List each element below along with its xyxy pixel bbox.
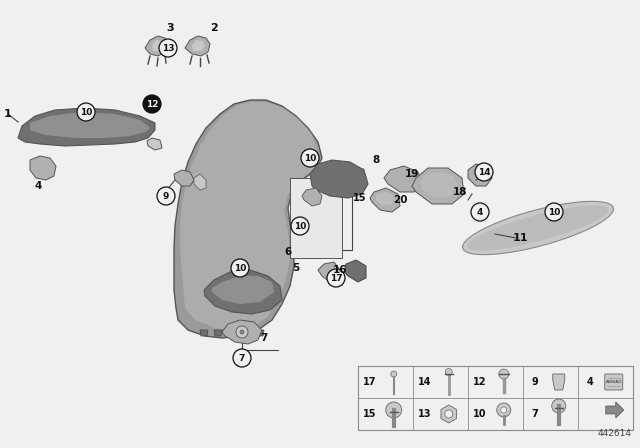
Text: 1: 1 — [4, 109, 12, 119]
Circle shape — [159, 39, 177, 57]
Text: 9: 9 — [532, 377, 538, 387]
Circle shape — [445, 410, 452, 418]
Text: 13: 13 — [419, 409, 432, 419]
Polygon shape — [242, 330, 250, 336]
Polygon shape — [370, 188, 400, 212]
Polygon shape — [174, 100, 322, 338]
Text: 5: 5 — [292, 263, 300, 273]
Polygon shape — [605, 402, 624, 418]
Text: 4: 4 — [477, 207, 483, 216]
Circle shape — [386, 402, 402, 418]
Circle shape — [499, 369, 509, 379]
Circle shape — [445, 369, 452, 375]
Circle shape — [301, 149, 319, 167]
Polygon shape — [228, 330, 236, 336]
Polygon shape — [420, 172, 458, 198]
Text: 10: 10 — [304, 154, 316, 163]
Bar — [290, 178, 342, 258]
Circle shape — [552, 399, 566, 413]
Circle shape — [77, 103, 95, 121]
Text: 14: 14 — [419, 377, 432, 387]
Polygon shape — [194, 174, 206, 190]
Bar — [358, 366, 633, 430]
Text: 442614: 442614 — [598, 429, 632, 438]
Text: 7: 7 — [260, 333, 268, 343]
Text: 11: 11 — [512, 233, 528, 243]
Circle shape — [545, 203, 563, 221]
Polygon shape — [212, 276, 274, 304]
Polygon shape — [147, 138, 162, 150]
Text: 14: 14 — [477, 168, 490, 177]
Polygon shape — [200, 330, 208, 336]
Polygon shape — [344, 260, 366, 282]
Polygon shape — [152, 40, 164, 51]
Text: 4: 4 — [587, 377, 593, 387]
Text: 7: 7 — [239, 353, 245, 362]
Circle shape — [327, 269, 345, 287]
Polygon shape — [222, 320, 262, 344]
Circle shape — [236, 326, 248, 338]
Text: 13: 13 — [162, 43, 174, 52]
Text: 15: 15 — [364, 409, 377, 419]
Polygon shape — [441, 405, 456, 423]
Polygon shape — [463, 201, 613, 254]
Polygon shape — [174, 170, 194, 186]
Text: 3: 3 — [166, 23, 174, 33]
Text: 20: 20 — [393, 195, 407, 205]
Text: AIRBAG: AIRBAG — [605, 380, 622, 384]
Circle shape — [240, 330, 244, 334]
Polygon shape — [467, 205, 609, 251]
Polygon shape — [468, 164, 492, 186]
Polygon shape — [412, 168, 464, 204]
Circle shape — [500, 407, 507, 413]
Polygon shape — [256, 330, 264, 336]
Text: 4: 4 — [35, 181, 42, 191]
Polygon shape — [145, 36, 168, 56]
Text: 9: 9 — [163, 191, 169, 201]
Circle shape — [233, 349, 251, 367]
Text: 10: 10 — [234, 263, 246, 272]
Circle shape — [471, 203, 489, 221]
Text: 12: 12 — [146, 99, 158, 108]
Text: 12: 12 — [474, 377, 487, 387]
Circle shape — [231, 259, 249, 277]
FancyBboxPatch shape — [605, 374, 623, 390]
Text: 10: 10 — [294, 221, 306, 231]
Polygon shape — [18, 108, 155, 146]
Text: 17: 17 — [364, 377, 377, 387]
Text: 10: 10 — [80, 108, 92, 116]
Polygon shape — [204, 270, 282, 314]
Polygon shape — [553, 374, 564, 390]
Polygon shape — [180, 102, 318, 330]
Text: 7: 7 — [532, 409, 538, 419]
Circle shape — [291, 217, 309, 235]
Polygon shape — [192, 40, 205, 51]
Text: 19: 19 — [405, 169, 419, 179]
Polygon shape — [384, 166, 422, 192]
Text: 6: 6 — [284, 247, 292, 257]
Text: 15: 15 — [353, 193, 367, 203]
Text: 2: 2 — [210, 23, 218, 33]
Text: 10: 10 — [474, 409, 487, 419]
Polygon shape — [310, 160, 368, 198]
Circle shape — [143, 95, 161, 113]
Text: 18: 18 — [452, 187, 467, 197]
Text: 8: 8 — [372, 155, 380, 165]
Polygon shape — [30, 156, 56, 180]
Polygon shape — [30, 112, 150, 138]
Polygon shape — [376, 192, 394, 206]
Polygon shape — [318, 262, 340, 282]
Polygon shape — [302, 188, 322, 206]
Circle shape — [391, 371, 397, 377]
Text: 10: 10 — [548, 207, 560, 216]
Circle shape — [157, 187, 175, 205]
Text: 16: 16 — [333, 265, 348, 275]
Polygon shape — [185, 36, 210, 56]
Polygon shape — [214, 330, 222, 336]
Text: 17: 17 — [330, 273, 342, 283]
Circle shape — [475, 163, 493, 181]
Circle shape — [497, 403, 511, 417]
